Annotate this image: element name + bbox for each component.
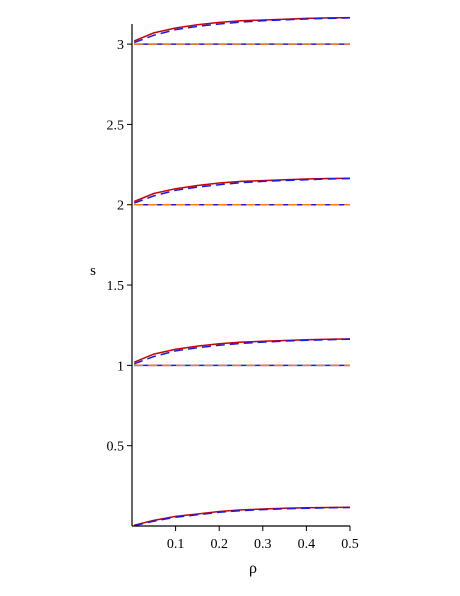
series-line-red-solid-1 — [133, 338, 351, 363]
x-tick-label: 0.5 — [341, 537, 359, 552]
y-tick-label: 2.5 — [107, 118, 125, 133]
series-line-red-solid-0 — [134, 506, 351, 526]
y-tick-label: 2 — [117, 199, 124, 214]
series-line-red-solid-2 — [133, 177, 351, 203]
x-axis-label: ρ — [249, 560, 257, 577]
y-tick-label: 1.5 — [107, 279, 125, 294]
series-line-blue-dashed-2 — [133, 177, 351, 204]
series-layer — [133, 16, 351, 527]
x-tick-label: 0.3 — [254, 537, 272, 552]
series-line-blue-dashed-0 — [134, 506, 351, 527]
y-tick-label: 3 — [117, 38, 124, 53]
y-axis-label: s — [90, 263, 96, 279]
series-line-red-solid-3 — [133, 16, 351, 42]
y-tick-label: 1 — [117, 359, 124, 374]
series-line-blue-dashed-1 — [133, 338, 351, 365]
x-tick-label: 0.4 — [298, 537, 316, 552]
ticks-layer: 0.1 0.2 0.3 0.4 0.5 0.5 1 1.5 2 2.5 3 — [107, 38, 359, 552]
x-tick-label: 0.2 — [210, 537, 228, 552]
series-line-blue-dashed-3 — [133, 17, 351, 44]
y-tick-label: 0.5 — [107, 440, 125, 455]
x-tick-label: 0.1 — [167, 537, 185, 552]
